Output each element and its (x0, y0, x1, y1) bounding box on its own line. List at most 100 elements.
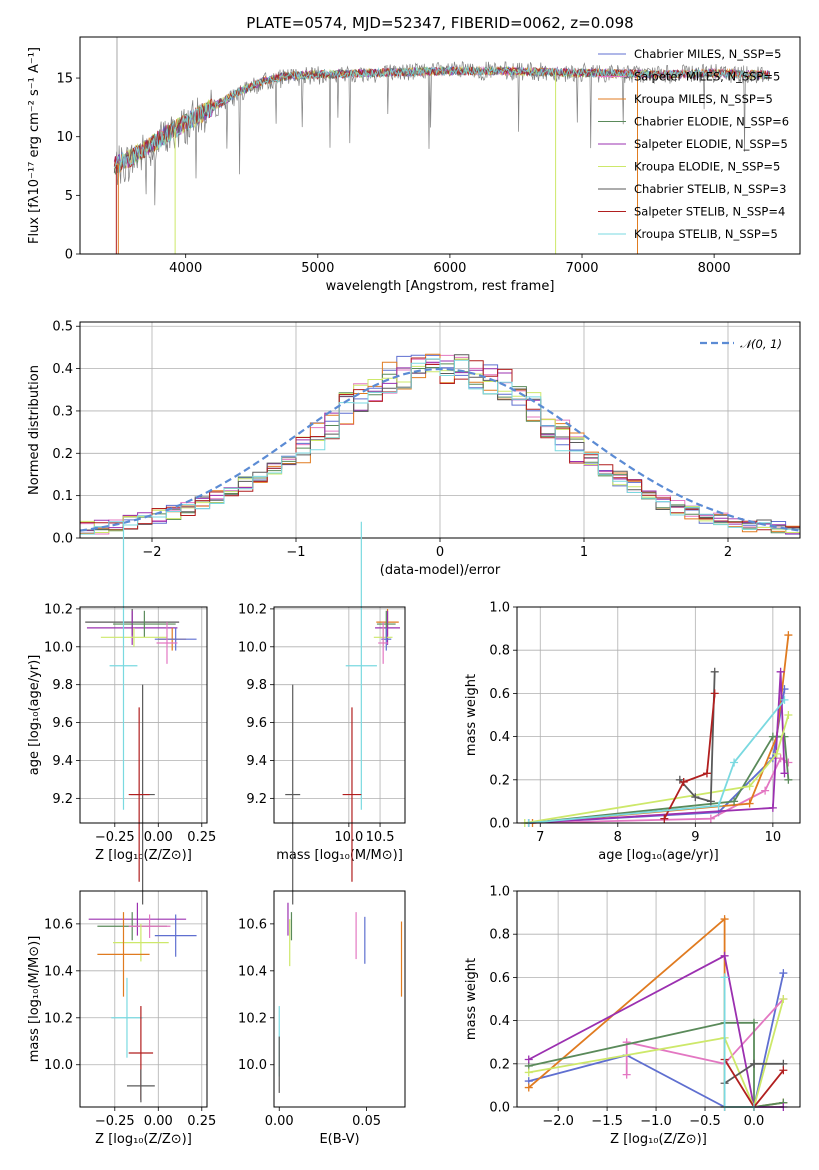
x-tick-label: 0.25 (187, 830, 216, 845)
y-tick-label: 9.6 (246, 716, 267, 731)
x-tick-label: 0 (436, 545, 444, 560)
weight-line (663, 693, 716, 820)
weight-marker (720, 973, 729, 982)
weight-marker (779, 995, 788, 1003)
y-tick-label: 10.0 (238, 1058, 267, 1073)
legend-entry-label: Kroupa MILES, N_SSP=5 (634, 92, 773, 106)
x-tick-label: 8000 (698, 261, 731, 276)
x-tick-label: −0.25 (95, 830, 135, 845)
weight-marker (691, 793, 700, 802)
axes-frame (516, 890, 801, 1108)
x-axis-label: E(B-V) (319, 1132, 359, 1147)
weight-marker (745, 799, 754, 808)
weight-marker (524, 1068, 533, 1077)
weight-marker (776, 667, 785, 676)
y-tick-label: 10.2 (44, 602, 73, 617)
weight-marker (749, 1018, 758, 1027)
x-tick-label: −0.25 (95, 1114, 135, 1129)
y-tick-label: 0.5 (52, 320, 73, 335)
x-tick-label: −2.0 (542, 1114, 574, 1129)
y-tick-label: 0.0 (489, 817, 510, 832)
y-tick-label: 10.0 (238, 640, 267, 655)
y-tick-label: 0.6 (489, 971, 510, 986)
x-axis-label: Z [log₁₀(Z/Z⊙)] (610, 1132, 707, 1147)
x-axis-label: age [log₁₀(age/yr)] (598, 848, 719, 863)
legend-entry-label: Salpeter ELODIE, N_SSP=5 (634, 137, 788, 151)
y-tick-label: 9.2 (52, 792, 73, 807)
y-tick-label: 10.0 (44, 640, 73, 655)
y-tick-label: 9.2 (246, 792, 267, 807)
legend-entry-label: Kroupa ELODIE, N_SSP=5 (634, 160, 780, 174)
x-tick-label: 7 (536, 830, 544, 845)
spectrum-panel: 4000 5000 6000 7000 8000 0 5 10 15 wavelength [An… (27, 36, 801, 294)
model-spectrum-line (114, 65, 771, 173)
weight-marker (772, 749, 781, 758)
x-axis-label: mass [log₁₀(M/M⊙)] (276, 848, 403, 863)
weight-marker (768, 803, 777, 812)
legend-entry-label: Salpeter STELIB, N_SSP=4 (634, 205, 785, 219)
weight-marker (784, 775, 793, 784)
spectrum-lines (113, 37, 771, 254)
y-tick-label: 10 (56, 130, 73, 145)
y-tick-label: 10.2 (44, 1011, 73, 1026)
weight-line (532, 634, 790, 824)
x-axis-label: (data-model)/error (380, 563, 501, 578)
y-tick-label: 9.8 (246, 678, 267, 693)
x-axis-label: Z [log₁₀(Z/Z⊙)] (95, 1132, 192, 1147)
normal-curve (80, 367, 800, 532)
y-tick-label: 0.1 (52, 489, 73, 504)
y-tick-label: 0.2 (489, 1057, 510, 1072)
y-tick-label: 10.2 (238, 602, 267, 617)
residuals-panel: −2 −1 0 1 2 0.0 0.1 0.2 0.3 0.4 0.5 (data-model)/er… (27, 320, 801, 578)
x-tick-label: 4000 (169, 261, 202, 276)
y-tick-label: 0.4 (52, 362, 73, 377)
y-tick-label: 10.4 (44, 964, 73, 979)
weight-marker (710, 667, 719, 676)
y-tick-label: 0 (65, 248, 73, 263)
weight-marker (679, 777, 688, 786)
mass-vs-Z-panel: −0.25 0.00 0.25 10.0 10.2 10.4 10.6 Z [log₁₀(Z/… (27, 890, 216, 1147)
y-axis-label: age [log₁₀(age/yr)] (27, 655, 42, 776)
weight-marker (730, 758, 739, 767)
weight-marker (706, 814, 715, 823)
age-vs-Z-panel: −0.25 0.00 0.25 9.2 9.4 9.6 9.8 10.0 10.2 Z [log₁… (27, 521, 216, 905)
y-tick-label: 0.8 (489, 644, 510, 659)
legend-entry-label: Kroupa STELIB, N_SSP=5 (634, 227, 778, 241)
y-tick-label: 0.3 (52, 404, 73, 419)
y-tick-label: 0.0 (489, 1101, 510, 1116)
weight-marker (706, 797, 715, 806)
legend-entry-label: Chabrier STELIB, N_SSP=3 (634, 182, 786, 196)
x-axis-label: wavelength [Angstrom, rest frame] (326, 279, 555, 294)
weight-line (528, 671, 786, 824)
y-tick-label: 0.8 (489, 928, 510, 943)
y-tick-label: 1.0 (489, 601, 510, 616)
weight-marker (714, 801, 723, 810)
legend-entry-label: 𝒩(0, 1) (740, 337, 782, 351)
axes-frame (516, 606, 801, 824)
y-tick-label: 0.6 (489, 687, 510, 702)
weight-marker (780, 695, 789, 704)
axes-frame (273, 890, 406, 1108)
weight-line (528, 756, 789, 824)
x-tick-label: −1.5 (591, 1114, 623, 1129)
y-axis-label: Flux [fλ10⁻¹⁷ erg cm⁻² s⁻¹ A⁻¹] (27, 47, 42, 244)
y-axis-label: mass weight (464, 674, 479, 756)
x-tick-label: −1.0 (640, 1114, 672, 1129)
weight-vs-Z-panel: −2.0 −1.5 −1.0 −0.5 0.0 0.0 0.2 0.4 0.6 0.8 1.0 Z [… (464, 885, 801, 1147)
weight-marker (761, 786, 770, 795)
y-tick-label: 1.0 (489, 885, 510, 900)
weight-marker (784, 758, 793, 767)
y-axis-label: mass [log₁₀(M/M⊙)] (27, 936, 42, 1063)
axes-frame (79, 890, 208, 1108)
weight-marker (768, 732, 777, 741)
y-tick-label: 9.4 (52, 754, 73, 769)
x-tick-label: −1 (286, 545, 305, 560)
y-tick-label: 10.2 (238, 1011, 267, 1026)
x-tick-label: 10.5 (366, 830, 395, 845)
weight-marker (784, 631, 793, 640)
weight-marker (524, 1083, 533, 1092)
axes-frame (79, 36, 801, 255)
x-tick-label: 0.0 (744, 1114, 765, 1129)
weight-marker (779, 1066, 788, 1075)
weight-marker (710, 689, 719, 698)
